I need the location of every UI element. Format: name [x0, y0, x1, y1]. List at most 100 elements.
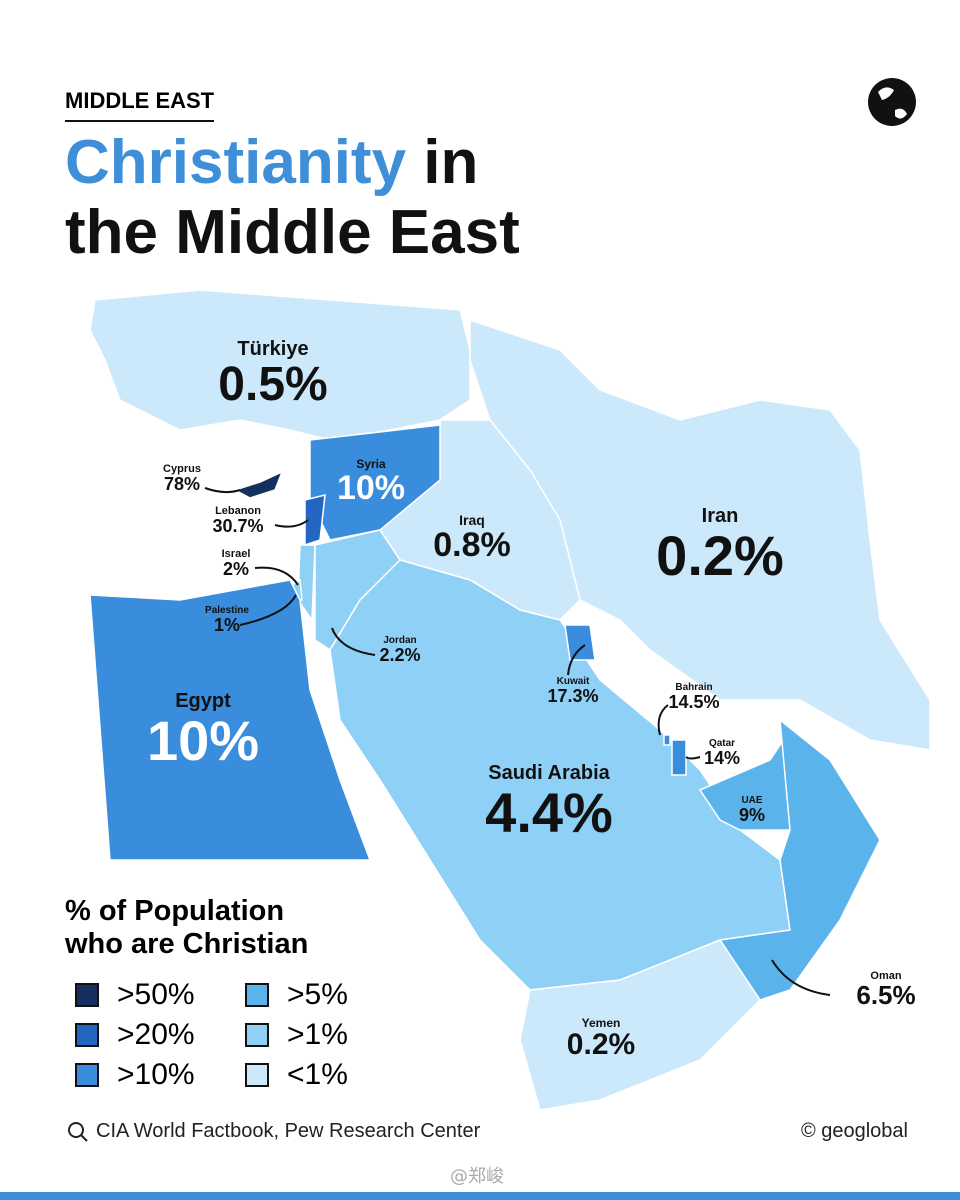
country-value: 0.8%	[433, 526, 511, 564]
legend-label: >50%	[117, 978, 195, 1011]
leader	[685, 756, 701, 760]
leader	[567, 644, 586, 676]
country-value: 10%	[146, 709, 260, 772]
leader	[331, 627, 376, 656]
country-label: Egypt 10%	[83, 690, 323, 769]
legend-swatch	[75, 983, 99, 1007]
legend-item: <1%	[245, 1058, 348, 1092]
country-name: Jordan	[383, 635, 417, 646]
country-name: Iraq	[459, 512, 485, 528]
legend-swatch	[75, 1063, 99, 1087]
country-value: 10%	[336, 469, 406, 507]
bottom-bar	[0, 1192, 960, 1200]
country-label: Qatar 14%	[602, 738, 842, 767]
country-value: 0.2%	[566, 1028, 636, 1061]
country-name: Kuwait	[556, 676, 590, 687]
legend-item: >50%	[75, 978, 195, 1012]
country-value: 2%	[222, 559, 249, 579]
legend-label: >5%	[287, 978, 348, 1011]
country-name: Oman	[870, 970, 902, 982]
country-value: 2.2%	[379, 645, 421, 665]
credit: © geoglobal	[800, 1120, 908, 1142]
leader	[254, 566, 299, 586]
legend-label: >10%	[117, 1058, 195, 1091]
country-label: Lebanon 30.7%	[118, 505, 358, 535]
country-label: Israel 2%	[116, 548, 356, 578]
country-label: Syria 10%	[251, 457, 491, 505]
legend-swatch	[245, 1063, 269, 1087]
title-rest: in	[423, 128, 479, 197]
country-shape	[564, 624, 596, 661]
legend-title-line: % of Population	[65, 895, 285, 927]
country-name: Lebanon	[215, 505, 261, 517]
country-value: 1%	[213, 615, 240, 635]
country-label: Cyprus 78%	[62, 463, 302, 493]
country-name: Israel	[221, 548, 251, 560]
legend-swatch	[75, 1023, 99, 1047]
country-shape	[329, 559, 791, 991]
country-value: 14.5%	[668, 692, 720, 712]
country-name: Palestine	[205, 605, 249, 616]
country-label: Palestine 1%	[107, 605, 347, 634]
leader	[204, 487, 241, 494]
country-value: 9%	[738, 805, 765, 825]
country-shape	[233, 470, 284, 499]
country-shape	[89, 579, 372, 861]
country-value: 14%	[703, 748, 741, 768]
country-name: Yemen	[581, 1016, 621, 1030]
country-label: Yemen 0.2%	[481, 1016, 721, 1060]
country-name: Cyprus	[163, 463, 201, 475]
country-shape	[671, 739, 687, 776]
legend-label: >1%	[287, 1018, 348, 1051]
country-name: Bahrain	[675, 682, 713, 693]
source: CIA World Factbook, Pew Research Center	[96, 1120, 481, 1142]
country-label: Iran 0.2%	[600, 505, 840, 584]
legend-item: >1%	[245, 1018, 348, 1052]
country-name: Saudi Arabia	[488, 762, 610, 784]
country-shape	[663, 734, 671, 746]
legend-label: <1%	[287, 1058, 348, 1091]
country-name: Iran	[701, 505, 739, 527]
legend-item: >20%	[75, 1018, 195, 1052]
country-label: Iraq 0.8%	[352, 512, 592, 562]
legend-label: >20%	[117, 1018, 195, 1051]
globe-icon	[878, 87, 907, 119]
country-name: UAE	[741, 795, 763, 806]
legend-swatch	[245, 1023, 269, 1047]
country-value: 0.5%	[218, 358, 328, 411]
title-line: the Middle East	[65, 198, 520, 267]
country-name: Türkiye	[237, 338, 309, 360]
country-label: UAE 9%	[632, 795, 872, 824]
watermark: @郑峻	[450, 1166, 504, 1187]
country-value: 17.3%	[547, 686, 599, 706]
title-highlight: Christianity	[65, 128, 407, 197]
country-value: 4.4%	[485, 781, 613, 844]
country-value: 30.7%	[212, 516, 264, 536]
globe-icon	[868, 78, 916, 126]
title: Christianity in the Middle East	[65, 128, 520, 268]
legend-item: >5%	[245, 978, 348, 1012]
country-value: 78%	[163, 474, 201, 494]
legend-title-line: who are Christian	[65, 928, 309, 960]
country-shape	[304, 494, 326, 547]
country-label: Saudi Arabia 4.4%	[429, 762, 669, 841]
country-label: Jordan 2.2%	[280, 635, 520, 664]
country-name: Egypt	[175, 690, 231, 712]
legend-swatch	[245, 983, 269, 1007]
country-label: Türkiye 0.5%	[153, 338, 393, 409]
leader	[274, 519, 309, 528]
leader	[657, 704, 669, 736]
country-value: 0.2%	[656, 524, 784, 587]
legend-title: % of Population who are Christian	[65, 895, 308, 961]
search-icon	[80, 1134, 88, 1142]
country-label: Oman 6.5%	[766, 970, 960, 1008]
kicker: MIDDLE EAST	[65, 88, 215, 122]
search-icon	[68, 1122, 84, 1138]
country-name: Qatar	[708, 738, 736, 749]
country-value: 6.5%	[856, 980, 916, 1010]
country-name: Syria	[356, 457, 386, 471]
country-shape	[519, 939, 761, 1111]
leader	[239, 594, 297, 626]
